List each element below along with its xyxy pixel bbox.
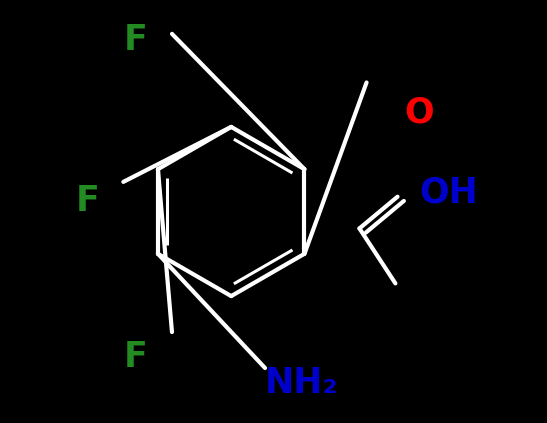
Text: O: O <box>405 95 434 129</box>
Text: F: F <box>124 341 148 374</box>
Text: NH₂: NH₂ <box>265 366 339 400</box>
Text: F: F <box>124 23 148 57</box>
Text: OH: OH <box>420 176 478 209</box>
Text: F: F <box>75 184 99 218</box>
